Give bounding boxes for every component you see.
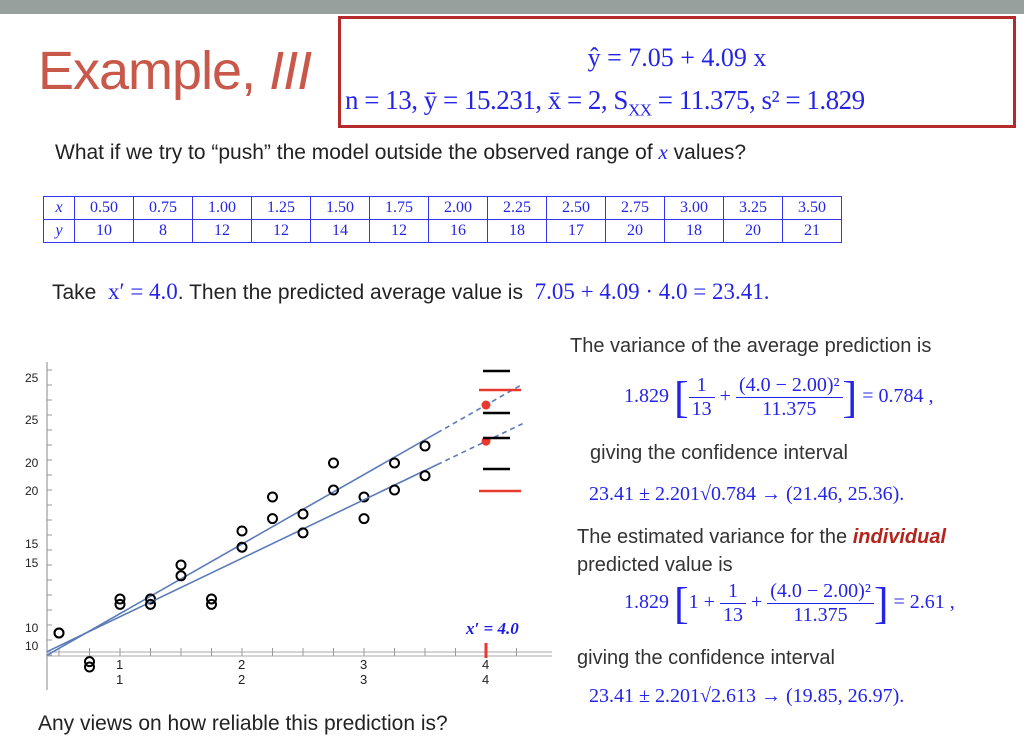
y-tick-label: 10 bbox=[25, 639, 39, 653]
data-point bbox=[145, 593, 156, 605]
x-tick-label: 1 bbox=[116, 672, 123, 687]
y-tick-label: 25 bbox=[25, 413, 39, 427]
data-point bbox=[206, 593, 217, 605]
x-tick-label: 3 bbox=[360, 657, 367, 672]
fitted-line-extrapolated bbox=[436, 422, 523, 466]
data-point bbox=[328, 484, 339, 496]
slide-title: Example, III bbox=[38, 41, 312, 101]
data-point bbox=[84, 661, 95, 673]
x-tick-label: 1 bbox=[116, 657, 123, 672]
table-cell: 12 bbox=[369, 219, 429, 243]
y-tick-label: 15 bbox=[25, 556, 39, 570]
data-point bbox=[114, 598, 126, 610]
y-tick-label: 25 bbox=[25, 371, 39, 385]
confidence-interval-2: 23.41 ± 2.201√2.613 → (19.85, 26.97). bbox=[589, 685, 905, 707]
data-point bbox=[84, 656, 95, 668]
ci-text-2: giving the confidence interval bbox=[577, 647, 835, 669]
data-point bbox=[389, 457, 400, 469]
table-cell: 16 bbox=[428, 219, 488, 243]
y-tick-label: 10 bbox=[25, 621, 39, 635]
table-cell: 2.75 bbox=[605, 196, 665, 220]
table-cell: 3.25 bbox=[723, 196, 783, 220]
fitted-line-extrapolated bbox=[436, 383, 523, 434]
data-table: x 0.50 0.75 1.00 1.25 1.50 1.75 2.00 2.25 2.50 2.7… bbox=[43, 196, 842, 243]
y-tick-label: 15 bbox=[25, 537, 39, 551]
data-point bbox=[236, 525, 248, 537]
x-tick-label: 2 bbox=[238, 657, 245, 672]
variance-avg-text: The variance of the average prediction i… bbox=[570, 335, 932, 357]
confidence-interval-1: 23.41 ± 2.201√0.784 → (21.46, 25.36). bbox=[589, 483, 905, 505]
table-cell: 12 bbox=[251, 219, 311, 243]
table-cell: 20 bbox=[605, 219, 665, 243]
data-point bbox=[53, 627, 65, 639]
variance-ind-text: The estimated variance for the individua… bbox=[577, 526, 947, 548]
variance-ind-text-2: predicted value is bbox=[577, 554, 733, 576]
data-point bbox=[297, 527, 309, 539]
data-point bbox=[175, 570, 187, 582]
data-point bbox=[419, 470, 431, 482]
table-cell: 18 bbox=[664, 219, 724, 243]
data-point bbox=[145, 598, 156, 610]
table-cell: 3.00 bbox=[664, 196, 724, 220]
table-cell: 3.50 bbox=[782, 196, 842, 220]
y-tick-label: 20 bbox=[25, 484, 39, 498]
top-bar bbox=[0, 0, 1024, 14]
data-point bbox=[267, 491, 278, 503]
regression-equation: ŷ = 7.05 + 4.09 x bbox=[587, 43, 767, 72]
fitted-line bbox=[46, 463, 438, 653]
y-tick-label: 20 bbox=[25, 456, 39, 470]
x-tick-label: 4 bbox=[482, 672, 489, 687]
table-cell: 10 bbox=[74, 219, 134, 243]
fitted-line bbox=[46, 432, 438, 657]
data-point bbox=[206, 598, 217, 610]
table-cell: 17 bbox=[546, 219, 606, 243]
table-cell: 18 bbox=[487, 219, 547, 243]
summary-statistics: n = 13, ȳ = 15.231, x̄ = 2, SXX = 11.375… bbox=[345, 85, 865, 120]
table-row-y: y 10 8 12 12 14 12 16 18 17 20 18 20 21 bbox=[43, 219, 842, 243]
data-point bbox=[419, 440, 431, 452]
model-summary-box: ŷ = 7.05 + 4.09 x n = 13, ȳ = 15.231, x̄… bbox=[338, 16, 1016, 128]
table-cell: 20 bbox=[723, 219, 783, 243]
data-point bbox=[236, 541, 248, 553]
x-prime-annotation: x′ = 4.0 bbox=[465, 619, 519, 638]
prediction-point bbox=[481, 400, 491, 410]
x-tick-label: 3 bbox=[360, 672, 367, 687]
variance-avg-formula: 1.829 [1 13 + (4.0 − 2.00)² 11.375] = 0.78… bbox=[624, 373, 934, 422]
data-point bbox=[358, 513, 370, 525]
table-cell: 12 bbox=[192, 219, 252, 243]
table-cell: 0.75 bbox=[133, 196, 193, 220]
table-cell: 2.25 bbox=[487, 196, 547, 220]
data-point bbox=[267, 513, 278, 525]
prediction-statement: Take x′ = 4.0. Then the predicted averag… bbox=[52, 279, 770, 304]
regression-plot: 25 25 20 20 15 15 10 10 11 22 33 44 x′ = 4.0 bbox=[25, 362, 552, 690]
variance-ind-formula: 1.829 [1 + 1 13 + (4.0 − 2.00)² 11.375] = … bbox=[624, 579, 955, 628]
x-tick-label: 4 bbox=[482, 657, 489, 672]
x-tick-label: 2 bbox=[238, 672, 245, 687]
question-text: What if we try to “push” the model outsi… bbox=[55, 140, 747, 164]
table-cell: 21 bbox=[782, 219, 842, 243]
data-point bbox=[114, 593, 126, 605]
data-point bbox=[328, 457, 339, 469]
table-cell: 1.50 bbox=[310, 196, 370, 220]
data-point bbox=[297, 508, 309, 520]
data-point bbox=[389, 484, 400, 496]
data-point bbox=[175, 559, 187, 571]
ci-text-1: giving the confidence interval bbox=[590, 442, 848, 464]
row-label: x bbox=[43, 196, 75, 220]
table-cell: 8 bbox=[133, 219, 193, 243]
closing-question: Any views on how reliable this predictio… bbox=[38, 712, 448, 735]
table-cell: 1.75 bbox=[369, 196, 429, 220]
